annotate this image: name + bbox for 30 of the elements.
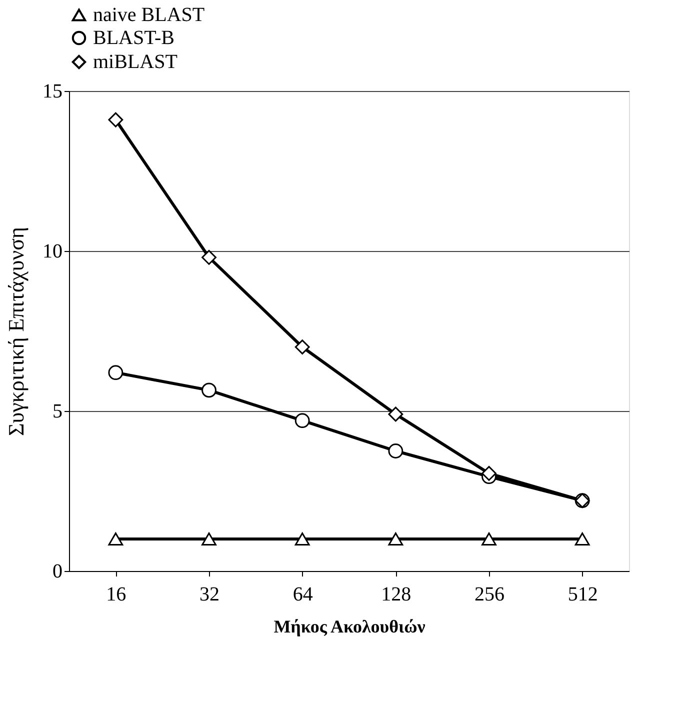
legend-label: naive BLAST	[93, 4, 205, 26]
point	[388, 444, 404, 458]
x-tick-label: 32	[200, 584, 220, 606]
point	[202, 382, 216, 398]
x-tick-label: 128	[381, 584, 412, 606]
point	[574, 532, 590, 546]
point	[108, 532, 124, 546]
legend-label: miBLAST	[93, 51, 178, 73]
point	[482, 466, 496, 481]
point	[202, 250, 216, 265]
point	[294, 340, 310, 354]
point	[294, 532, 310, 546]
point	[482, 532, 496, 546]
point	[108, 112, 124, 128]
y-tick-label: 5	[52, 400, 62, 422]
x-axis-title: Μήκος Ακολουθιών	[274, 616, 426, 636]
point	[388, 406, 404, 422]
y-tick-label: 10	[42, 240, 62, 262]
point	[388, 532, 404, 546]
point	[108, 365, 124, 380]
y-axis-title: Συγκριτική Επιτάχυνση	[4, 226, 28, 436]
x-tick-label: 16	[106, 584, 126, 606]
x-tick-label: 512	[568, 584, 598, 606]
x-tick-label: 64	[292, 584, 313, 606]
y-tick-label: 0	[52, 560, 62, 582]
x-tick-label: 256	[474, 584, 504, 606]
legend-label: BLAST-B	[93, 27, 175, 49]
point	[294, 413, 310, 428]
point	[202, 532, 216, 546]
y-tick-label: 15	[42, 80, 62, 102]
